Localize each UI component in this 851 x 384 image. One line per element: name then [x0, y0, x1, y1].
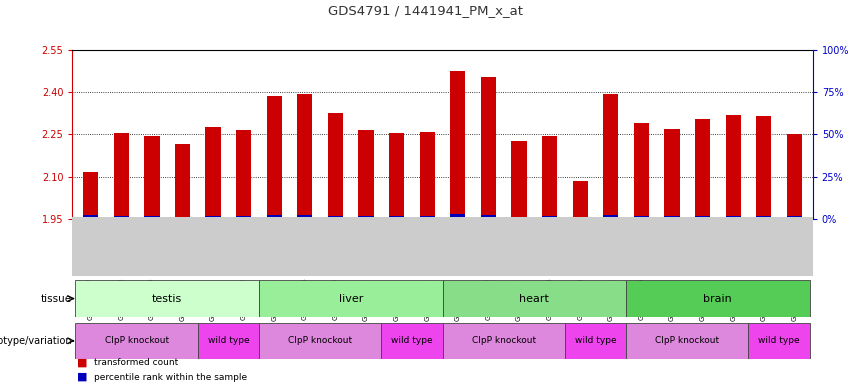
Bar [205, 216, 220, 219]
Text: heart: heart [519, 293, 549, 304]
Bar [695, 119, 711, 219]
Bar [665, 216, 680, 219]
Bar [328, 216, 343, 219]
Bar [626, 280, 809, 317]
Text: wild type: wild type [574, 336, 616, 345]
Bar [726, 216, 741, 219]
Bar [573, 181, 588, 219]
Text: brain: brain [704, 293, 732, 304]
Bar [756, 216, 771, 219]
Bar [481, 77, 496, 219]
Bar [603, 94, 619, 219]
Bar [481, 215, 496, 219]
Bar [626, 323, 749, 359]
Bar [259, 280, 443, 317]
Bar [603, 215, 619, 219]
Bar [297, 215, 312, 219]
Bar [634, 216, 649, 219]
Text: ClpP knockout: ClpP knockout [105, 336, 168, 345]
Bar [266, 215, 282, 219]
Bar [358, 216, 374, 219]
Bar [389, 133, 404, 219]
Text: testis: testis [152, 293, 182, 304]
Text: genotype/variation: genotype/variation [0, 336, 71, 346]
Bar [328, 113, 343, 219]
Text: liver: liver [339, 293, 363, 304]
Bar [174, 144, 190, 219]
Text: wild type: wild type [391, 336, 433, 345]
Bar [76, 280, 259, 317]
Bar [389, 216, 404, 219]
Bar [450, 71, 465, 219]
Text: ClpP knockout: ClpP knockout [471, 336, 536, 345]
Text: percentile rank within the sample: percentile rank within the sample [94, 373, 247, 382]
Bar [205, 127, 220, 219]
Text: tissue: tissue [41, 293, 71, 304]
Bar [565, 323, 626, 359]
Bar [665, 129, 680, 219]
Bar [786, 134, 802, 219]
Bar [756, 116, 771, 219]
Bar [236, 130, 251, 219]
Bar [76, 323, 197, 359]
Bar [420, 132, 435, 219]
Bar [573, 218, 588, 219]
Text: ■: ■ [77, 372, 87, 382]
Bar [542, 136, 557, 219]
Bar [443, 280, 626, 317]
Bar [266, 96, 282, 219]
Bar [114, 216, 129, 219]
Bar [144, 136, 159, 219]
Bar [174, 217, 190, 219]
Bar [297, 94, 312, 219]
Text: ClpP knockout: ClpP knockout [655, 336, 719, 345]
Bar [443, 323, 565, 359]
Text: transformed count: transformed count [94, 359, 178, 367]
Bar [381, 323, 443, 359]
Text: wild type: wild type [758, 336, 800, 345]
Bar [634, 123, 649, 219]
Text: GDS4791 / 1441941_PM_x_at: GDS4791 / 1441941_PM_x_at [328, 4, 523, 17]
Bar [83, 215, 99, 219]
Bar [749, 323, 809, 359]
Bar [236, 216, 251, 219]
Bar [144, 216, 159, 219]
Bar [83, 172, 99, 219]
Bar [114, 133, 129, 219]
Bar [786, 216, 802, 219]
Text: ■: ■ [77, 358, 87, 367]
Text: ClpP knockout: ClpP knockout [288, 336, 352, 345]
Bar [420, 216, 435, 219]
Bar [511, 141, 527, 219]
Bar [511, 217, 527, 219]
Bar [726, 115, 741, 219]
Bar [695, 216, 711, 219]
Bar [542, 216, 557, 219]
Text: wild type: wild type [208, 336, 249, 345]
Bar [197, 323, 259, 359]
Bar [259, 323, 381, 359]
Bar [358, 130, 374, 219]
Bar [450, 214, 465, 219]
